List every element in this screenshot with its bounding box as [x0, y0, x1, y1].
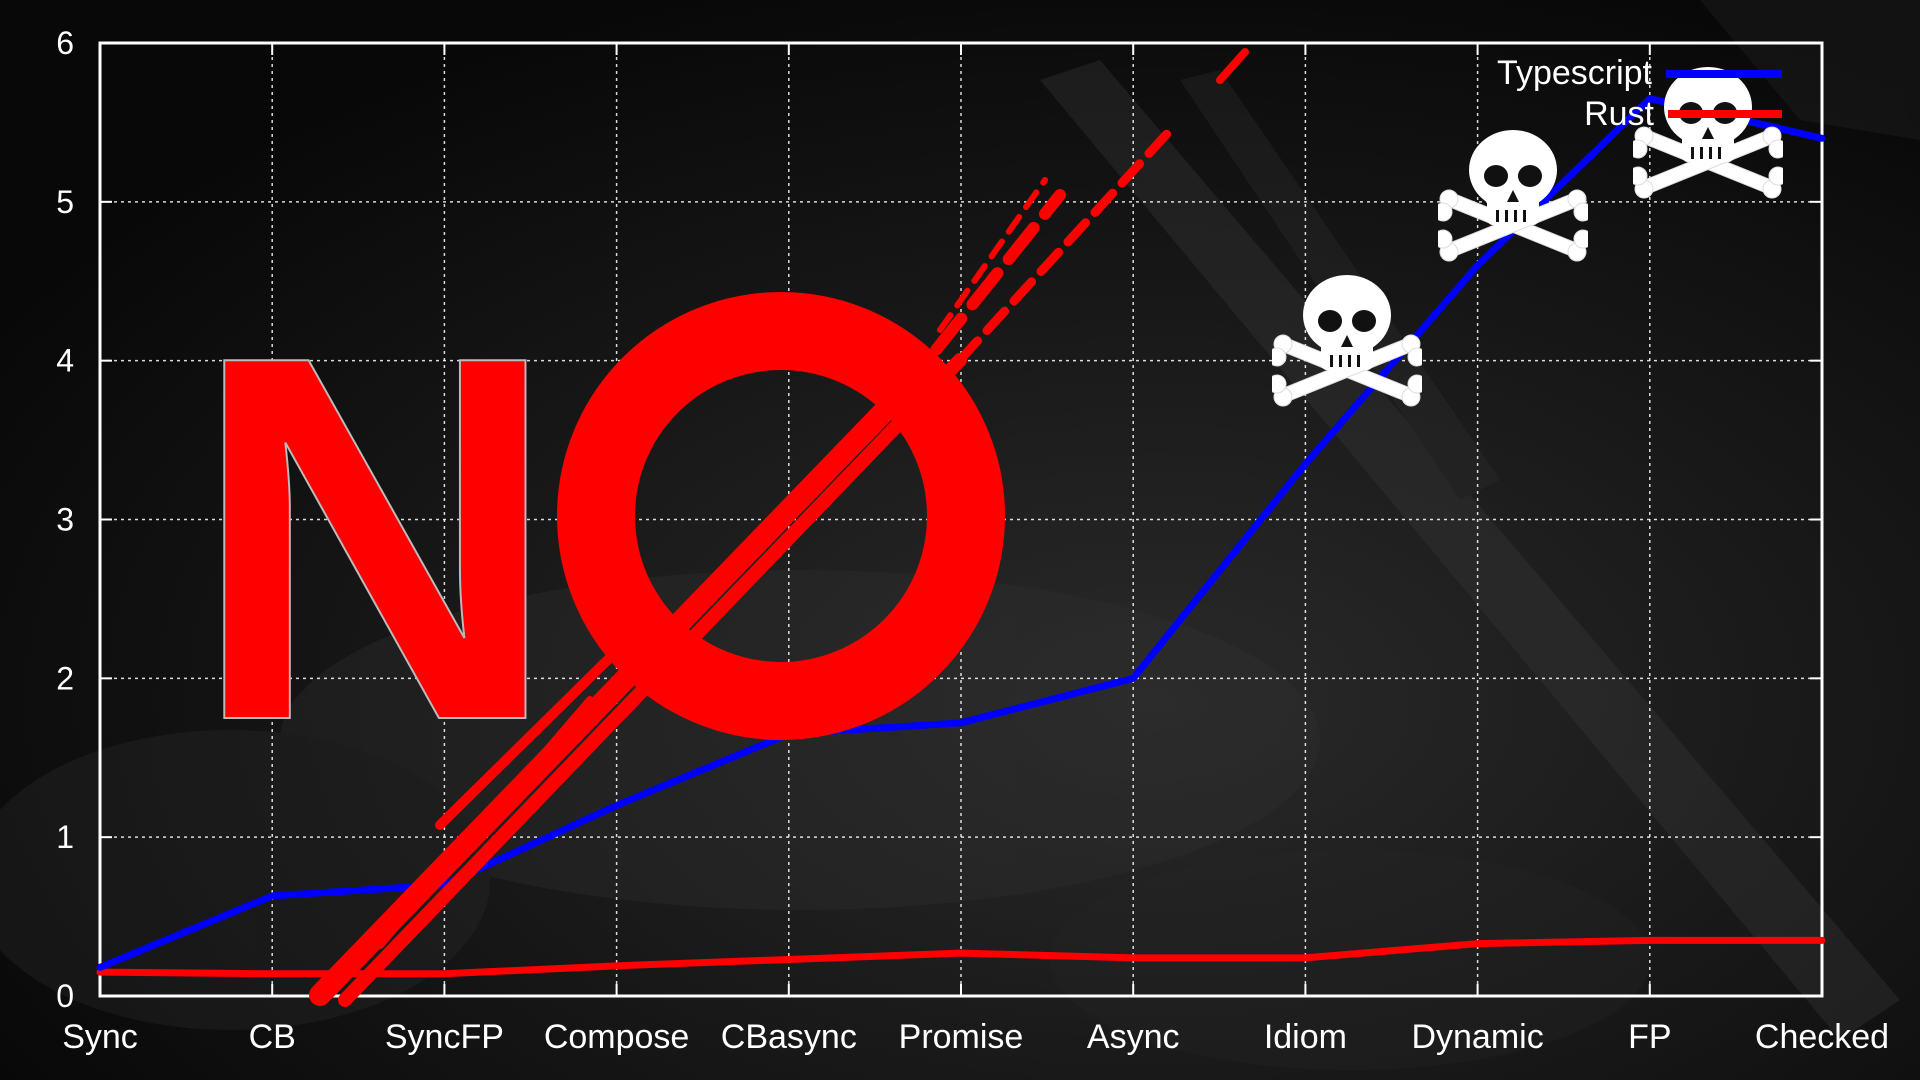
x-tick-label: Compose — [544, 1018, 690, 1056]
x-tick-label: Dynamic — [1411, 1018, 1543, 1056]
x-tick-label: SyncFP — [385, 1018, 504, 1056]
data-point-typescript — [1648, 97, 1651, 100]
data-point-rust — [1821, 939, 1823, 942]
data-point-typescript — [271, 894, 274, 897]
data-point-rust — [1648, 939, 1651, 942]
no-prohibition-ring — [557, 292, 1005, 740]
data-point-typescript — [615, 804, 618, 807]
y-tick-label: 2 — [56, 660, 74, 696]
x-tick-label: Idiom — [1264, 1018, 1347, 1056]
data-point-typescript — [1132, 677, 1135, 680]
x-tick-label: Async — [1087, 1018, 1180, 1056]
data-point-rust — [1132, 956, 1135, 959]
x-tick-label: Sync — [62, 1018, 138, 1056]
y-tick-label: 3 — [56, 502, 74, 538]
x-tick-label: CBasync — [721, 1018, 857, 1056]
data-point-rust — [615, 964, 618, 967]
y-tick-label: 6 — [56, 25, 74, 61]
x-tick-label: Checked — [1755, 1018, 1889, 1056]
data-point-typescript — [443, 883, 446, 886]
data-point-rust — [443, 972, 446, 975]
y-tick-label: 4 — [56, 343, 74, 379]
y-axis: 0 1 2 3 4 5 6 — [56, 25, 1822, 1014]
no-letter-n: N — [190, 248, 560, 829]
brush-slash — [309, 48, 1249, 1007]
y-tick-label: 0 — [56, 978, 74, 1014]
y-tick-label: 5 — [56, 184, 74, 220]
legend-label-typescript: Typescript — [1497, 54, 1652, 92]
data-point-rust — [960, 952, 962, 955]
data-point-rust — [1476, 942, 1479, 945]
data-point-typescript — [99, 966, 101, 969]
data-point-rust — [271, 972, 274, 975]
x-tick-label: Promise — [899, 1018, 1024, 1056]
data-point-rust — [1304, 956, 1307, 959]
data-point-typescript — [1821, 137, 1823, 140]
data-point-rust — [787, 958, 790, 961]
x-tick-label: FP — [1628, 1018, 1671, 1056]
data-point-typescript — [960, 721, 962, 724]
x-axis: Sync CB SyncFP Compose CBasync Promise Async Id… — [62, 43, 1889, 1056]
legend: Typescript Rust — [1497, 54, 1782, 133]
legend-label-rust: Rust — [1584, 95, 1654, 133]
data-point-typescript — [1304, 462, 1307, 465]
data-point-rust — [99, 971, 101, 974]
data-point-typescript — [1476, 264, 1479, 267]
no-overlay: N — [189, 48, 1249, 1007]
x-tick-label: CB — [249, 1018, 296, 1056]
y-tick-label: 1 — [56, 819, 74, 855]
